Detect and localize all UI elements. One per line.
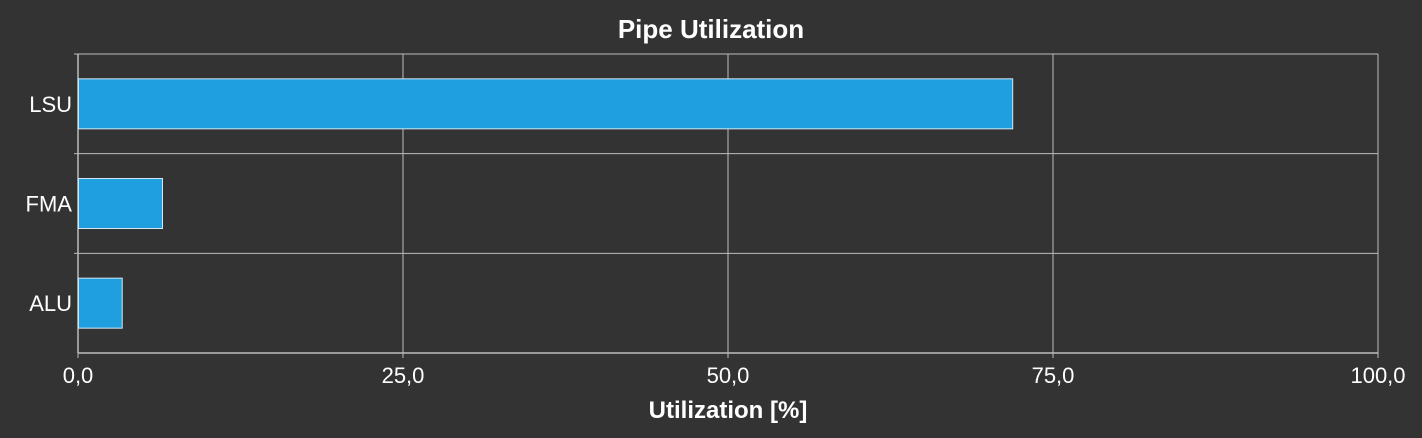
x-tick-label: 75,0 [1032,363,1075,388]
chart-title: Pipe Utilization [617,14,805,44]
y-tick-label: ALU [29,291,72,316]
x-axis-title: Utilization [%] [648,397,808,424]
y-tick-label: LSU [29,92,72,117]
x-tick-label: 25,0 [382,363,425,388]
x-tick-label: 50,0 [707,363,750,388]
x-tick-label: 0,0 [63,363,94,388]
bar-fma [78,178,163,229]
x-tick-label: 100,0 [1350,363,1405,388]
bar-alu [78,277,123,329]
y-tick-label: FMA [26,192,73,217]
bar-lsu [78,78,1014,130]
